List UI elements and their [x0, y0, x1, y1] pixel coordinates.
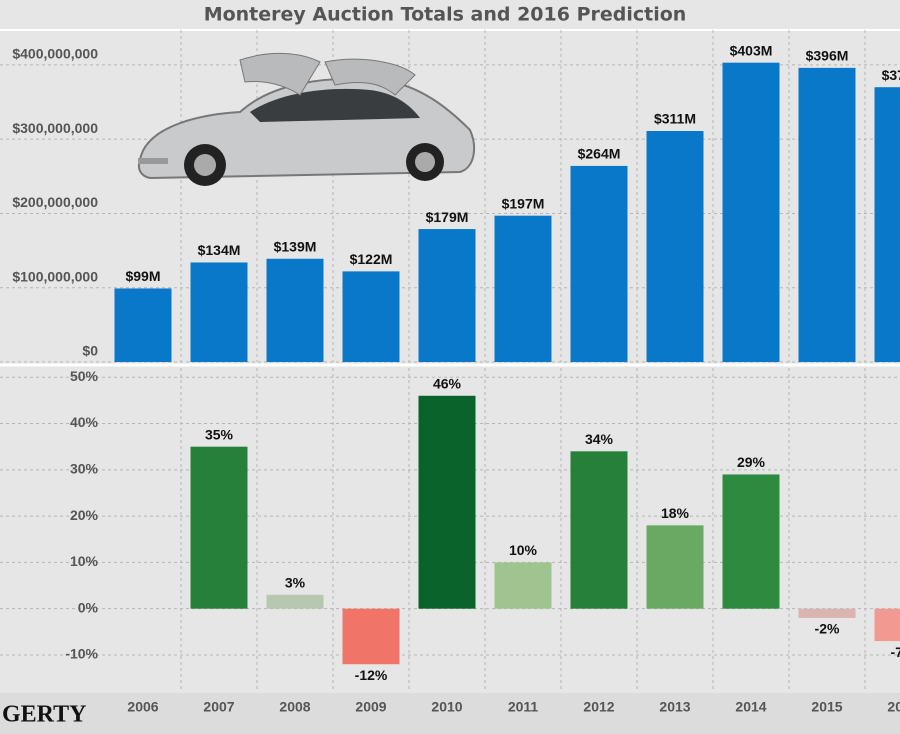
data-label: $264M	[578, 146, 621, 162]
data-label: $139M	[274, 238, 317, 254]
data-label: -2%	[815, 621, 840, 637]
y-tick-label: $200,000,000	[12, 194, 98, 210]
bar	[190, 446, 248, 609]
y-tick-label: 50%	[70, 368, 99, 384]
bar	[570, 451, 628, 609]
data-label: $370M	[882, 67, 900, 83]
y-tick-label: $0	[82, 343, 98, 359]
bar	[722, 474, 780, 609]
bar	[266, 258, 324, 362]
x-tick-label: 2010	[431, 699, 462, 715]
y-tick-label: 10%	[70, 553, 99, 569]
car-image	[137, 53, 476, 186]
y-tick-label: 40%	[70, 414, 99, 430]
bar	[646, 525, 704, 609]
bar	[114, 288, 172, 362]
data-label: 29%	[737, 454, 766, 470]
bar	[570, 165, 628, 362]
x-tick-label: 2015	[811, 699, 842, 715]
data-label: 46%	[433, 375, 462, 391]
x-tick-label: 2007	[203, 699, 234, 715]
data-label: 10%	[509, 542, 538, 558]
y-tick-label: 20%	[70, 507, 99, 523]
y-tick-label: 0%	[78, 599, 99, 615]
bar	[722, 62, 780, 363]
y-tick-label: $100,000,000	[12, 268, 98, 284]
data-label: 35%	[205, 426, 234, 442]
chart-title: Monterey Auction Totals and 2016 Predict…	[204, 4, 687, 26]
y-tick-label: $400,000,000	[12, 46, 98, 62]
x-tick-label: 2013	[659, 699, 690, 715]
bar	[874, 608, 900, 642]
x-tick-label: 2006	[127, 699, 158, 715]
data-label: -12%	[355, 667, 388, 683]
logo: GERTY	[2, 702, 87, 728]
data-label: 3%	[285, 575, 306, 591]
data-label: 34%	[585, 431, 614, 447]
x-tick-label: 2014	[735, 699, 766, 715]
data-label: $122M	[350, 251, 393, 267]
bar	[874, 87, 900, 362]
data-label: 18%	[661, 505, 690, 521]
x-tick-label: 2011	[508, 699, 539, 715]
y-tick-label: $300,000,000	[12, 120, 98, 136]
bar	[798, 608, 856, 618]
data-label: $134M	[198, 242, 241, 258]
data-label: $179M	[426, 209, 469, 225]
bar	[190, 262, 248, 362]
y-tick-label: 30%	[70, 461, 99, 477]
bar	[646, 131, 704, 362]
bar	[798, 67, 856, 362]
data-label: $403M	[730, 42, 773, 58]
bar	[342, 608, 400, 665]
y-tick-label: -10%	[65, 646, 98, 662]
x-tick-label: 2008	[279, 699, 310, 715]
bar	[494, 562, 552, 609]
bar	[494, 215, 552, 362]
x-tick-label: 2012	[583, 699, 614, 715]
x-tick-label: 2009	[355, 699, 386, 715]
bar	[418, 229, 476, 362]
data-label: $396M	[806, 48, 849, 64]
data-label: $311M	[654, 111, 696, 127]
data-label: $197M	[502, 195, 545, 211]
data-label: -7%	[891, 644, 900, 660]
bar	[418, 395, 476, 609]
x-tick-label: 2016	[887, 699, 900, 715]
data-label: $99M	[125, 268, 160, 284]
x-axis-band	[0, 693, 900, 734]
bar	[342, 271, 400, 362]
bar	[266, 594, 324, 609]
